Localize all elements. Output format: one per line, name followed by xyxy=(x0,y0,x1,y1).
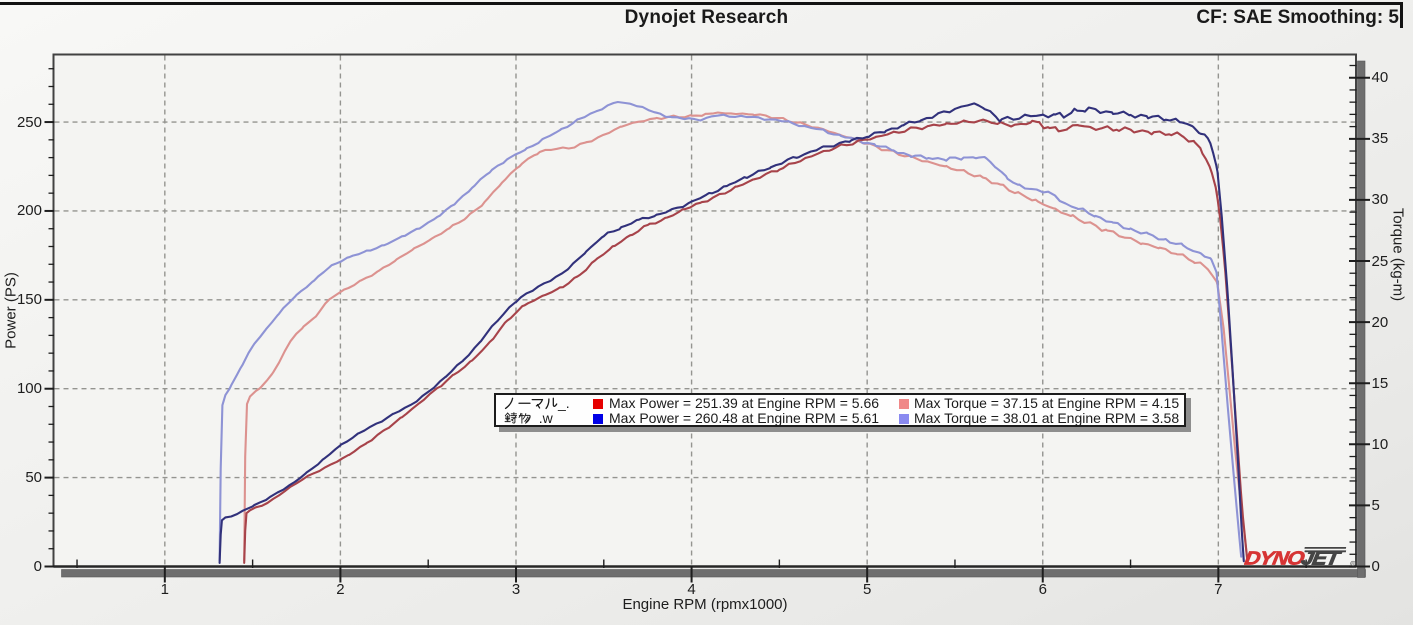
curve-power_blue xyxy=(218,102,1245,564)
curve-torque_blue xyxy=(218,100,1243,562)
dynojet-logo-graphic: DYNO JET R xyxy=(1243,547,1356,570)
curves-group xyxy=(218,100,1249,564)
legend-run-label-normal: _. xyxy=(504,396,570,411)
rpm-tick-label-2: 2 xyxy=(336,581,345,598)
torque-tick-label-5: 5 xyxy=(1371,496,1380,514)
legend-torque-swatch-cast xyxy=(899,414,909,424)
curve-torque_red xyxy=(243,111,1249,562)
power-tick-label-100: 100 xyxy=(16,380,42,398)
power-tick-label-0: 0 xyxy=(33,558,42,575)
rpm-tick-label-7: 7 xyxy=(1214,581,1223,598)
x-axis-bar xyxy=(61,569,1366,578)
torque-tick-label-25: 25 xyxy=(1371,252,1389,270)
correction-smoothing-label: CF: SAE Smoothing: 5 xyxy=(1196,7,1399,28)
plot-background xyxy=(53,54,1356,567)
power-tick-label-200: 200 xyxy=(16,202,42,220)
svg-text:DYNO: DYNO xyxy=(1244,548,1306,568)
rpm-tick-label-3: 3 xyxy=(511,581,521,598)
legend-max-torque-cast: Max Torque = 38.01 at Engine RPM = 3.58 xyxy=(914,410,1180,426)
legend-max-power-cast: Max Power = 260.48 at Engine RPM = 5.61 xyxy=(609,410,880,426)
rpm-axis-title: Engine RPM (rpmx1000) xyxy=(622,596,788,613)
legend-max-torque-normal: Max Torque = 37.15 at Engine RPM = 4.15 xyxy=(914,395,1180,411)
torque-tick-label-30: 30 xyxy=(1371,191,1389,209)
window-top-border xyxy=(0,2,1403,5)
legend-row-cast: .w Max Power = 260.48 at Engine RPM = 5.… xyxy=(496,411,1184,426)
torque-tick-label-0: 0 xyxy=(1371,558,1380,575)
rpm-tick-label-4: 4 xyxy=(687,581,696,598)
rpm-tick-label-5: 5 xyxy=(862,581,872,598)
legend-torque-swatch-normal xyxy=(899,399,909,409)
torque-axis-title: Torque (kg-m) xyxy=(1389,207,1407,302)
dynojet-logo: DYNO JET R xyxy=(1243,546,1358,570)
power-tick-label-250: 250 xyxy=(16,113,42,131)
legend-row-normal: _. Max Power = 251.39 at Engine RPM = 5.… xyxy=(496,396,1184,411)
rpm-tick-label-6: 6 xyxy=(1038,581,1047,598)
legend-power-swatch-cast xyxy=(593,414,603,424)
torque-tick-label-35: 35 xyxy=(1371,130,1389,148)
legend-run-label-cast: .w xyxy=(504,411,553,426)
power-tick-label-50: 50 xyxy=(25,469,42,487)
power-tick-label-150: 150 xyxy=(16,291,42,309)
svg-text:JET: JET xyxy=(1300,548,1344,568)
legend-power-swatch-normal xyxy=(593,399,603,409)
power-axis-title: Power (PS) xyxy=(2,272,20,349)
curve-power_red xyxy=(243,118,1249,564)
torque-tick-label-20: 20 xyxy=(1371,313,1389,331)
rpm-tick-label-1: 1 xyxy=(160,581,169,598)
chart-title: Dynojet Research xyxy=(624,7,789,28)
window-top-border-right-stub xyxy=(1400,2,1403,28)
y-right-axis-bar xyxy=(1357,60,1366,578)
torque-tick-label-15: 15 xyxy=(1371,374,1389,392)
svg-text:R: R xyxy=(1351,561,1355,566)
torque-tick-label-10: 10 xyxy=(1371,435,1389,453)
torque-tick-label-40: 40 xyxy=(1371,69,1389,87)
legend-max-power-normal: Max Power = 251.39 at Engine RPM = 5.66 xyxy=(609,395,880,411)
legend-box: _. Max Power = 251.39 at Engine RPM = 5.… xyxy=(494,393,1186,427)
